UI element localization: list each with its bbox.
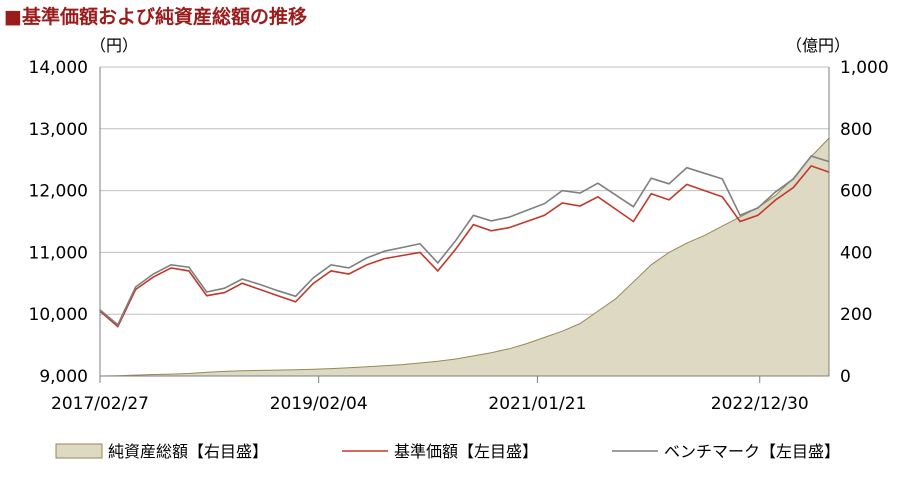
left-tick-label: 9,000 bbox=[39, 367, 88, 387]
left-axis-unit: （円） bbox=[90, 36, 138, 55]
right-tick-label: 200 bbox=[840, 305, 872, 325]
area-series-net-assets bbox=[99, 136, 830, 377]
right-axis-unit: （億円） bbox=[786, 36, 850, 55]
right-tick-label: 0 bbox=[840, 367, 851, 387]
legend: 純資産総額【右目盛】 基準価額【左目盛】 ベンチマーク【左目盛】 bbox=[55, 442, 840, 461]
x-tick-label: 2022/12/30 bbox=[711, 394, 809, 414]
left-tick-label: 12,000 bbox=[29, 182, 88, 202]
tick-labels: 9,000 10,000 11,000 12,000 13,000 14,000 0 200 4… bbox=[29, 58, 889, 414]
line-series-nav bbox=[99, 164, 830, 328]
chart-title: ■基準価額および純資産総額の推移 bbox=[4, 6, 307, 28]
line-series-benchmark bbox=[99, 155, 830, 326]
right-tick-label: 800 bbox=[840, 120, 872, 140]
legend-swatch-net-assets bbox=[55, 443, 103, 459]
right-tick-label: 600 bbox=[840, 182, 872, 202]
legend-label: ベンチマーク【左目盛】 bbox=[664, 442, 840, 461]
legend-label: 純資産総額【右目盛】 bbox=[108, 442, 268, 461]
x-tick-label: 2017/02/27 bbox=[51, 394, 149, 414]
axes bbox=[99, 67, 830, 377]
left-tick-label: 11,000 bbox=[29, 243, 88, 263]
left-tick-label: 14,000 bbox=[29, 58, 88, 78]
x-tick-label: 2019/02/04 bbox=[270, 394, 368, 414]
left-tick-label: 10,000 bbox=[29, 305, 88, 325]
net-assets-area bbox=[99, 136, 830, 377]
right-tick-label: 400 bbox=[840, 243, 872, 263]
legend-label: 基準価額【左目盛】 bbox=[394, 442, 538, 461]
x-tick-label: 2021/01/21 bbox=[488, 394, 586, 414]
left-tick-label: 13,000 bbox=[29, 120, 88, 140]
price-lines bbox=[99, 155, 830, 328]
right-tick-label: 1,000 bbox=[840, 58, 889, 78]
